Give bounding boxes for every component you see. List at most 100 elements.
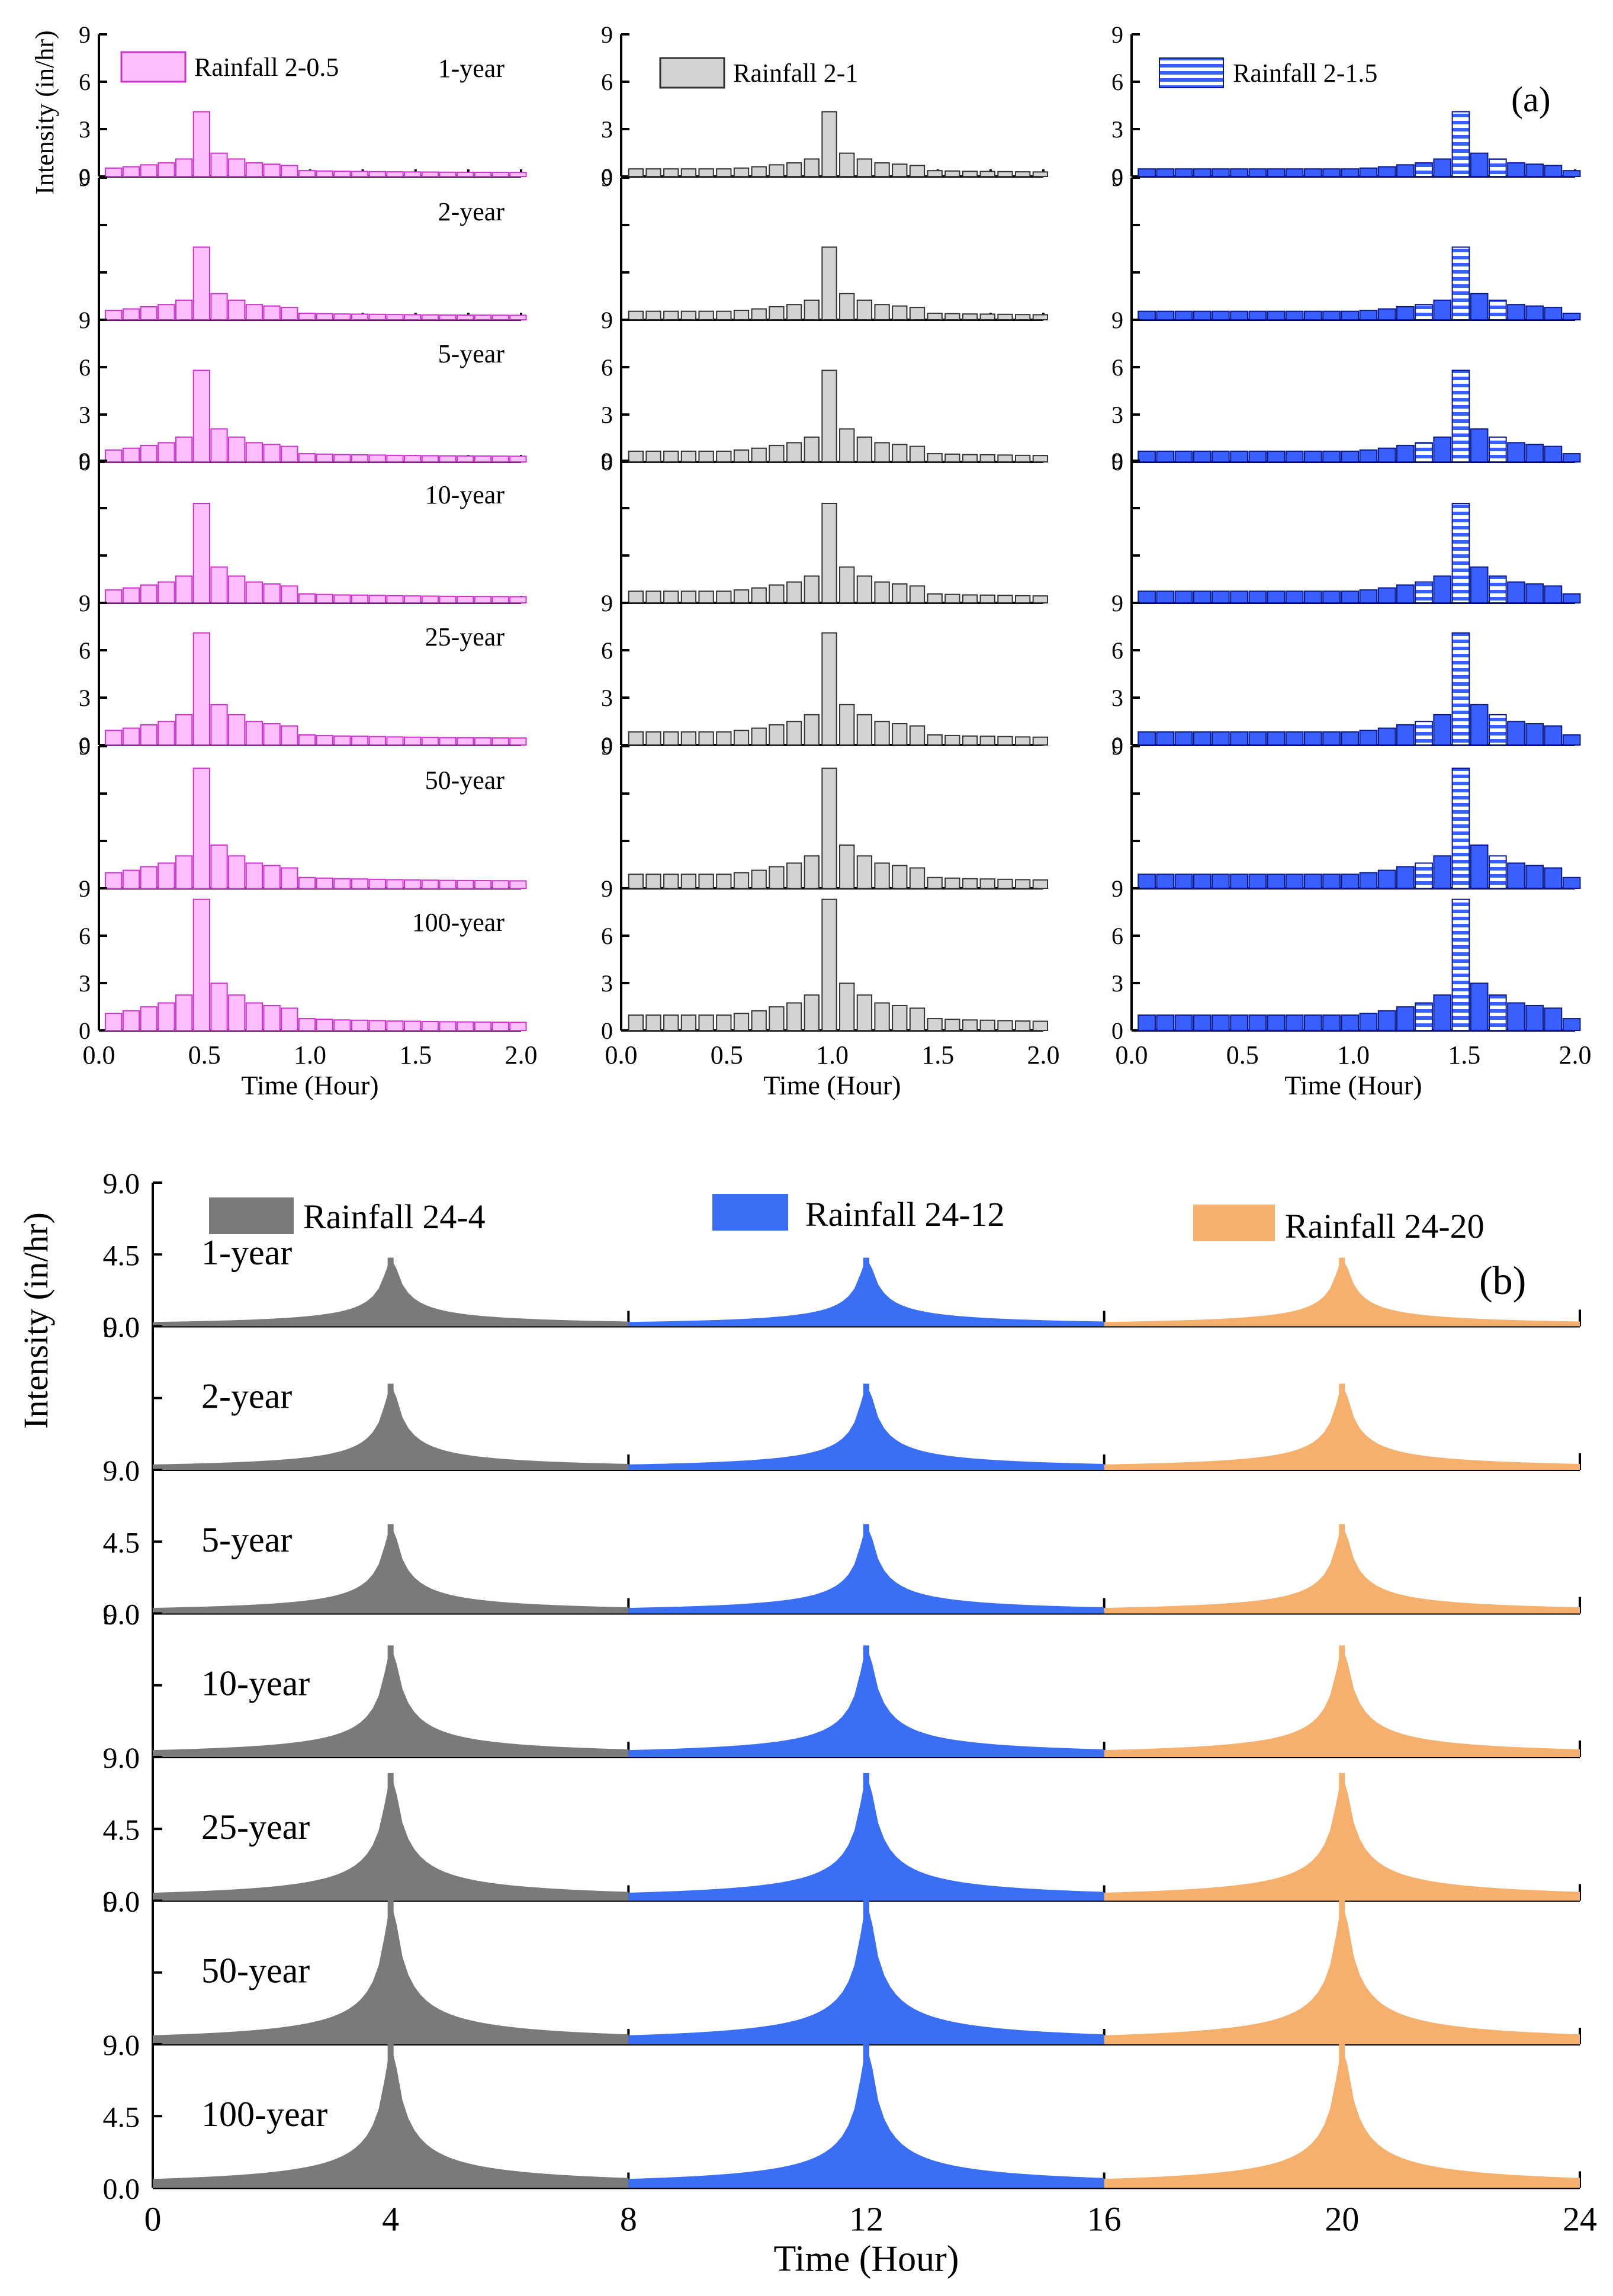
y-tick-label: 9	[79, 733, 91, 760]
bar	[351, 454, 369, 463]
y-tick-label: 9.0	[103, 1167, 140, 1200]
y-tick-label: 9	[1111, 448, 1123, 474]
bar	[733, 167, 750, 177]
legend-label-rainfall-24-20: Rainfall 24-20	[1285, 1207, 1485, 1245]
bar	[333, 1019, 351, 1032]
bar	[1488, 158, 1507, 178]
legend-label-rainfall-2-0.5: Rainfall 2-0.5	[194, 53, 339, 82]
bar	[1032, 171, 1049, 178]
bar	[1230, 168, 1248, 178]
bar	[316, 593, 333, 603]
bar	[628, 450, 644, 463]
y-tick-label: 9	[1111, 307, 1123, 333]
bar	[821, 246, 837, 321]
bar	[1470, 566, 1489, 604]
bar	[298, 453, 316, 463]
bar	[821, 370, 837, 463]
y-tick-label: 3	[601, 116, 613, 143]
y-tick-label: 9	[79, 21, 91, 48]
bar	[874, 581, 890, 603]
legend-swatch-rainfall-2-0.5	[120, 51, 187, 83]
bar	[1451, 632, 1470, 746]
bar	[804, 436, 820, 463]
bar	[509, 737, 527, 746]
y-tick-label: 9	[1111, 165, 1123, 191]
bar	[351, 736, 369, 746]
bar	[1032, 736, 1049, 746]
panel-a-subplot-r7-c2: 0 3 6 9	[601, 875, 1049, 1044]
bar	[404, 595, 422, 603]
bar	[1415, 581, 1433, 603]
bar	[821, 768, 837, 890]
bar	[1359, 589, 1378, 603]
bar	[716, 450, 732, 463]
bar	[856, 575, 873, 604]
x-tick-label: 0.5	[711, 1041, 743, 1070]
bar	[1433, 994, 1452, 1031]
bar	[1433, 158, 1452, 178]
y-tick-label: 4.5	[103, 1238, 140, 1271]
bar	[122, 587, 140, 603]
bar	[439, 314, 457, 320]
panel-a-subplot-r1-c2: 0 3 6 9	[601, 21, 1049, 190]
y-tick-label: 9	[601, 448, 613, 474]
peak-Rainfall 24-20	[1339, 1524, 1345, 1614]
bar	[158, 1002, 175, 1032]
bar	[1525, 444, 1544, 463]
bar	[979, 313, 995, 321]
bar	[122, 308, 140, 320]
bar	[892, 444, 908, 463]
bar	[474, 455, 492, 463]
bar	[140, 724, 158, 746]
y-tick-label: 0	[1111, 163, 1123, 190]
bar	[839, 293, 855, 320]
bar	[386, 879, 404, 889]
bar	[351, 171, 369, 177]
bar	[1451, 111, 1470, 178]
bar	[1230, 310, 1248, 321]
bar	[333, 171, 351, 177]
bar	[1174, 874, 1193, 889]
legend-label-rainfall-24-4: Rainfall 24-4	[303, 1197, 486, 1236]
bar	[333, 313, 351, 320]
bar	[474, 172, 492, 177]
bar	[175, 299, 193, 321]
bar	[944, 170, 960, 177]
bar	[1544, 445, 1563, 463]
bar	[645, 590, 661, 603]
bar	[1248, 731, 1267, 746]
bar	[1544, 1007, 1563, 1031]
x-axis-label: Time (Hour)	[241, 1070, 378, 1100]
bar	[786, 862, 802, 889]
bar	[769, 866, 785, 890]
bar	[979, 171, 995, 177]
return-period-label: 5-year	[438, 339, 505, 368]
bar	[439, 595, 457, 603]
bar	[1562, 1018, 1581, 1031]
bar	[804, 299, 820, 321]
bar	[944, 734, 960, 746]
bar	[944, 1019, 960, 1031]
bar	[856, 855, 873, 890]
bar	[316, 734, 333, 746]
bar	[892, 163, 908, 177]
bar	[786, 581, 802, 603]
panel-a-subplot-r2-c3: 9	[1111, 165, 1581, 321]
y-tick-label: 0	[79, 163, 91, 190]
bar	[1267, 168, 1286, 178]
peak-Rainfall 24-20	[1339, 1645, 1345, 1757]
y-tick-label: 3	[79, 402, 91, 428]
y-tick-label: 3	[1111, 402, 1123, 428]
bar	[1470, 844, 1489, 890]
bar	[1562, 876, 1581, 890]
bar	[1359, 872, 1378, 889]
y-tick-label: 6	[79, 69, 91, 95]
bar	[1451, 370, 1470, 463]
bar	[1470, 982, 1489, 1031]
bar	[210, 152, 228, 178]
bar	[1377, 727, 1396, 746]
bar	[628, 590, 644, 603]
bar	[404, 314, 422, 320]
panel-a-x-axes: 0.0 0.5 1.0 1.5 2.0 Time (Hour) 0.0 0.5 1.0 1.5 2.…	[83, 1041, 1592, 1100]
y-tick-label: 0	[601, 1017, 613, 1044]
